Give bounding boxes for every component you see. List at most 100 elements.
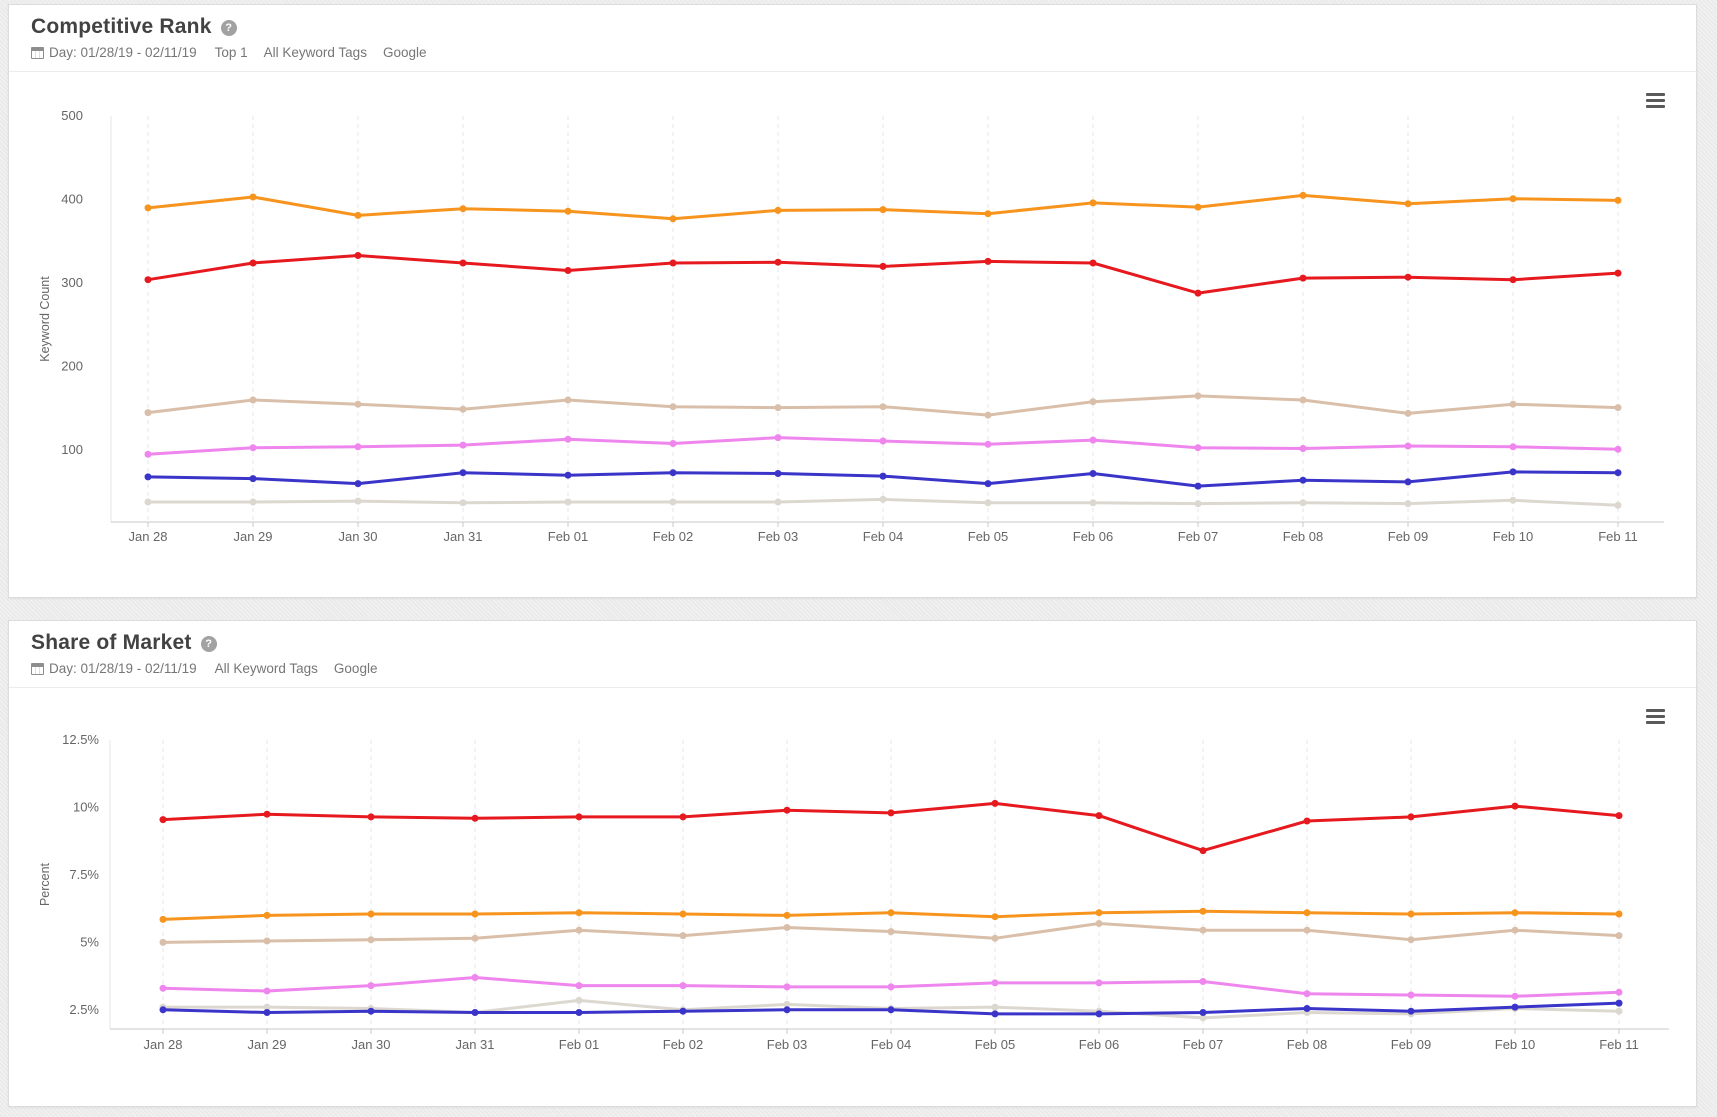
data-point-series-red[interactable] xyxy=(991,799,999,807)
data-point-series-red[interactable] xyxy=(575,813,583,821)
data-point-series-violet[interactable] xyxy=(669,440,677,447)
data-point-series-red[interactable] xyxy=(1089,259,1097,267)
data-point-series-red[interactable] xyxy=(783,806,791,814)
data-point-series-red[interactable] xyxy=(1199,847,1207,855)
data-point-series-gray[interactable] xyxy=(1404,500,1412,508)
data-point-series-blue[interactable] xyxy=(144,473,152,481)
data-point-series-violet[interactable] xyxy=(783,983,791,991)
filter-search-engine[interactable]: Google xyxy=(333,661,378,676)
data-point-series-tan[interactable] xyxy=(575,926,583,934)
data-point-series-blue[interactable] xyxy=(984,480,992,488)
data-point-series-tan[interactable] xyxy=(1404,409,1412,417)
data-point-series-gray[interactable] xyxy=(564,498,572,506)
data-point-series-violet[interactable] xyxy=(879,437,887,445)
data-point-series-blue[interactable] xyxy=(1509,468,1517,476)
data-point-series-blue[interactable] xyxy=(575,1009,583,1016)
data-point-series-red[interactable] xyxy=(249,259,257,267)
data-point-series-tan[interactable] xyxy=(774,404,782,412)
data-point-series-blue[interactable] xyxy=(367,1007,375,1015)
data-point-series-gray[interactable] xyxy=(1614,501,1622,509)
data-point-series-orange[interactable] xyxy=(774,206,782,214)
data-point-series-violet[interactable] xyxy=(459,441,467,449)
data-point-series-orange[interactable] xyxy=(1407,910,1415,918)
data-point-series-orange[interactable] xyxy=(984,210,992,218)
data-point-series-tan[interactable] xyxy=(1407,936,1415,944)
data-point-series-gray[interactable] xyxy=(774,498,782,506)
date-range-filter[interactable]: Day: 01/28/19 - 02/11/19 xyxy=(49,661,197,676)
data-point-series-violet[interactable] xyxy=(1404,442,1412,450)
data-point-series-blue[interactable] xyxy=(1404,478,1412,486)
data-point-series-blue[interactable] xyxy=(774,470,782,477)
data-point-series-gray[interactable] xyxy=(1299,499,1307,507)
help-icon[interactable]: ? xyxy=(200,636,217,652)
data-point-series-violet[interactable] xyxy=(263,987,271,995)
hamburger-menu-icon[interactable] xyxy=(1646,93,1665,108)
data-point-series-red[interactable] xyxy=(679,813,687,821)
data-point-series-blue[interactable] xyxy=(249,475,257,483)
data-point-series-orange[interactable] xyxy=(1404,200,1412,208)
data-point-series-tan[interactable] xyxy=(249,396,257,404)
data-point-series-tan[interactable] xyxy=(984,411,992,419)
data-point-series-violet[interactable] xyxy=(1407,991,1415,999)
data-point-series-orange[interactable] xyxy=(1615,910,1623,918)
filter-keyword-tags[interactable]: All Keyword Tags xyxy=(263,45,367,60)
data-point-series-red[interactable] xyxy=(1407,813,1415,821)
data-point-series-violet[interactable] xyxy=(679,982,687,990)
data-point-series-red[interactable] xyxy=(354,252,362,259)
data-point-series-violet[interactable] xyxy=(1089,436,1097,444)
data-point-series-violet[interactable] xyxy=(575,982,583,990)
data-point-series-blue[interactable] xyxy=(1194,482,1202,490)
data-point-series-orange[interactable] xyxy=(459,205,467,213)
data-point-series-violet[interactable] xyxy=(991,979,999,987)
data-point-series-blue[interactable] xyxy=(354,480,362,488)
data-point-series-orange[interactable] xyxy=(471,910,479,918)
data-point-series-violet[interactable] xyxy=(564,435,572,443)
data-point-series-tan[interactable] xyxy=(1194,392,1202,400)
data-point-series-blue[interactable] xyxy=(1407,1007,1415,1015)
data-point-series-gray[interactable] xyxy=(669,498,677,506)
hamburger-menu-icon[interactable] xyxy=(1646,709,1665,724)
data-point-series-red[interactable] xyxy=(1511,802,1519,810)
data-point-series-blue[interactable] xyxy=(459,469,467,477)
data-point-series-tan[interactable] xyxy=(471,934,479,942)
data-point-series-gray[interactable] xyxy=(1615,1007,1623,1015)
data-point-series-tan[interactable] xyxy=(991,934,999,942)
data-point-series-blue[interactable] xyxy=(879,472,887,480)
data-point-series-gray[interactable] xyxy=(354,497,362,505)
data-point-series-tan[interactable] xyxy=(1614,404,1622,412)
data-point-series-orange[interactable] xyxy=(367,910,375,918)
data-point-series-tan[interactable] xyxy=(1511,926,1519,934)
data-point-series-blue[interactable] xyxy=(1095,1010,1103,1018)
data-point-series-tan[interactable] xyxy=(263,937,271,945)
data-point-series-red[interactable] xyxy=(1299,274,1307,282)
data-point-series-violet[interactable] xyxy=(984,440,992,448)
filter-search-engine[interactable]: Google xyxy=(382,45,427,60)
data-point-series-tan[interactable] xyxy=(669,403,677,411)
data-point-series-tan[interactable] xyxy=(1095,920,1103,927)
data-point-series-violet[interactable] xyxy=(159,984,167,992)
data-point-series-blue[interactable] xyxy=(1614,469,1622,477)
data-point-series-red[interactable] xyxy=(887,809,895,817)
data-point-series-red[interactable] xyxy=(1615,812,1623,820)
data-point-series-blue[interactable] xyxy=(1089,470,1097,477)
data-point-series-violet[interactable] xyxy=(144,450,152,458)
data-point-series-blue[interactable] xyxy=(679,1007,687,1015)
data-point-series-red[interactable] xyxy=(984,257,992,265)
data-point-series-gray[interactable] xyxy=(459,499,467,507)
data-point-series-tan[interactable] xyxy=(459,405,467,413)
data-point-series-orange[interactable] xyxy=(1299,191,1307,199)
data-point-series-red[interactable] xyxy=(1509,276,1517,284)
data-point-series-orange[interactable] xyxy=(263,911,271,919)
data-point-series-orange[interactable] xyxy=(144,204,152,212)
data-point-series-red[interactable] xyxy=(1614,269,1622,277)
data-point-series-red[interactable] xyxy=(459,259,467,267)
data-point-series-blue[interactable] xyxy=(669,469,677,477)
data-point-series-orange[interactable] xyxy=(575,909,583,917)
data-point-series-blue[interactable] xyxy=(471,1009,479,1016)
data-point-series-gray[interactable] xyxy=(991,1003,999,1011)
data-point-series-tan[interactable] xyxy=(1615,932,1623,940)
data-point-series-gray[interactable] xyxy=(1199,1014,1207,1022)
data-point-series-orange[interactable] xyxy=(1095,909,1103,917)
data-point-series-tan[interactable] xyxy=(887,928,895,936)
data-point-series-gray[interactable] xyxy=(1509,496,1517,504)
